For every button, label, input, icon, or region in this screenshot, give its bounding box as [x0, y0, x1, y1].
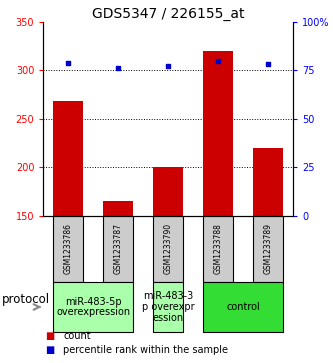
Text: GSM1233787: GSM1233787: [114, 223, 123, 274]
Point: [116, 65, 121, 71]
Text: miR-483-5p
overexpression: miR-483-5p overexpression: [56, 297, 130, 317]
Text: ■: ■: [45, 345, 54, 355]
Bar: [53, 101, 83, 216]
Bar: [153, 167, 183, 216]
Text: control: control: [226, 302, 260, 312]
Title: GDS5347 / 226155_at: GDS5347 / 226155_at: [92, 7, 244, 21]
Bar: [53, 216, 83, 282]
Text: GSM1233789: GSM1233789: [263, 223, 273, 274]
Text: ■: ■: [45, 331, 54, 341]
Bar: [253, 216, 283, 282]
Text: percentile rank within the sample: percentile rank within the sample: [63, 345, 228, 355]
Bar: [53, 282, 133, 332]
Bar: [153, 216, 183, 282]
Text: miR-483-3
p overexpr
ession: miR-483-3 p overexpr ession: [142, 291, 194, 323]
Point: [166, 64, 171, 69]
Point: [265, 62, 271, 68]
Point: [66, 60, 71, 65]
Bar: [203, 51, 233, 216]
Bar: [103, 216, 133, 282]
Text: protocol: protocol: [2, 293, 50, 306]
Bar: [253, 148, 283, 216]
Text: GSM1233786: GSM1233786: [64, 223, 73, 274]
Bar: [153, 282, 183, 332]
Bar: [103, 201, 133, 216]
Text: GSM1233790: GSM1233790: [164, 223, 173, 274]
Text: GSM1233788: GSM1233788: [213, 223, 223, 274]
Point: [215, 58, 221, 64]
Bar: [203, 216, 233, 282]
Text: count: count: [63, 331, 91, 341]
Bar: [203, 282, 283, 332]
